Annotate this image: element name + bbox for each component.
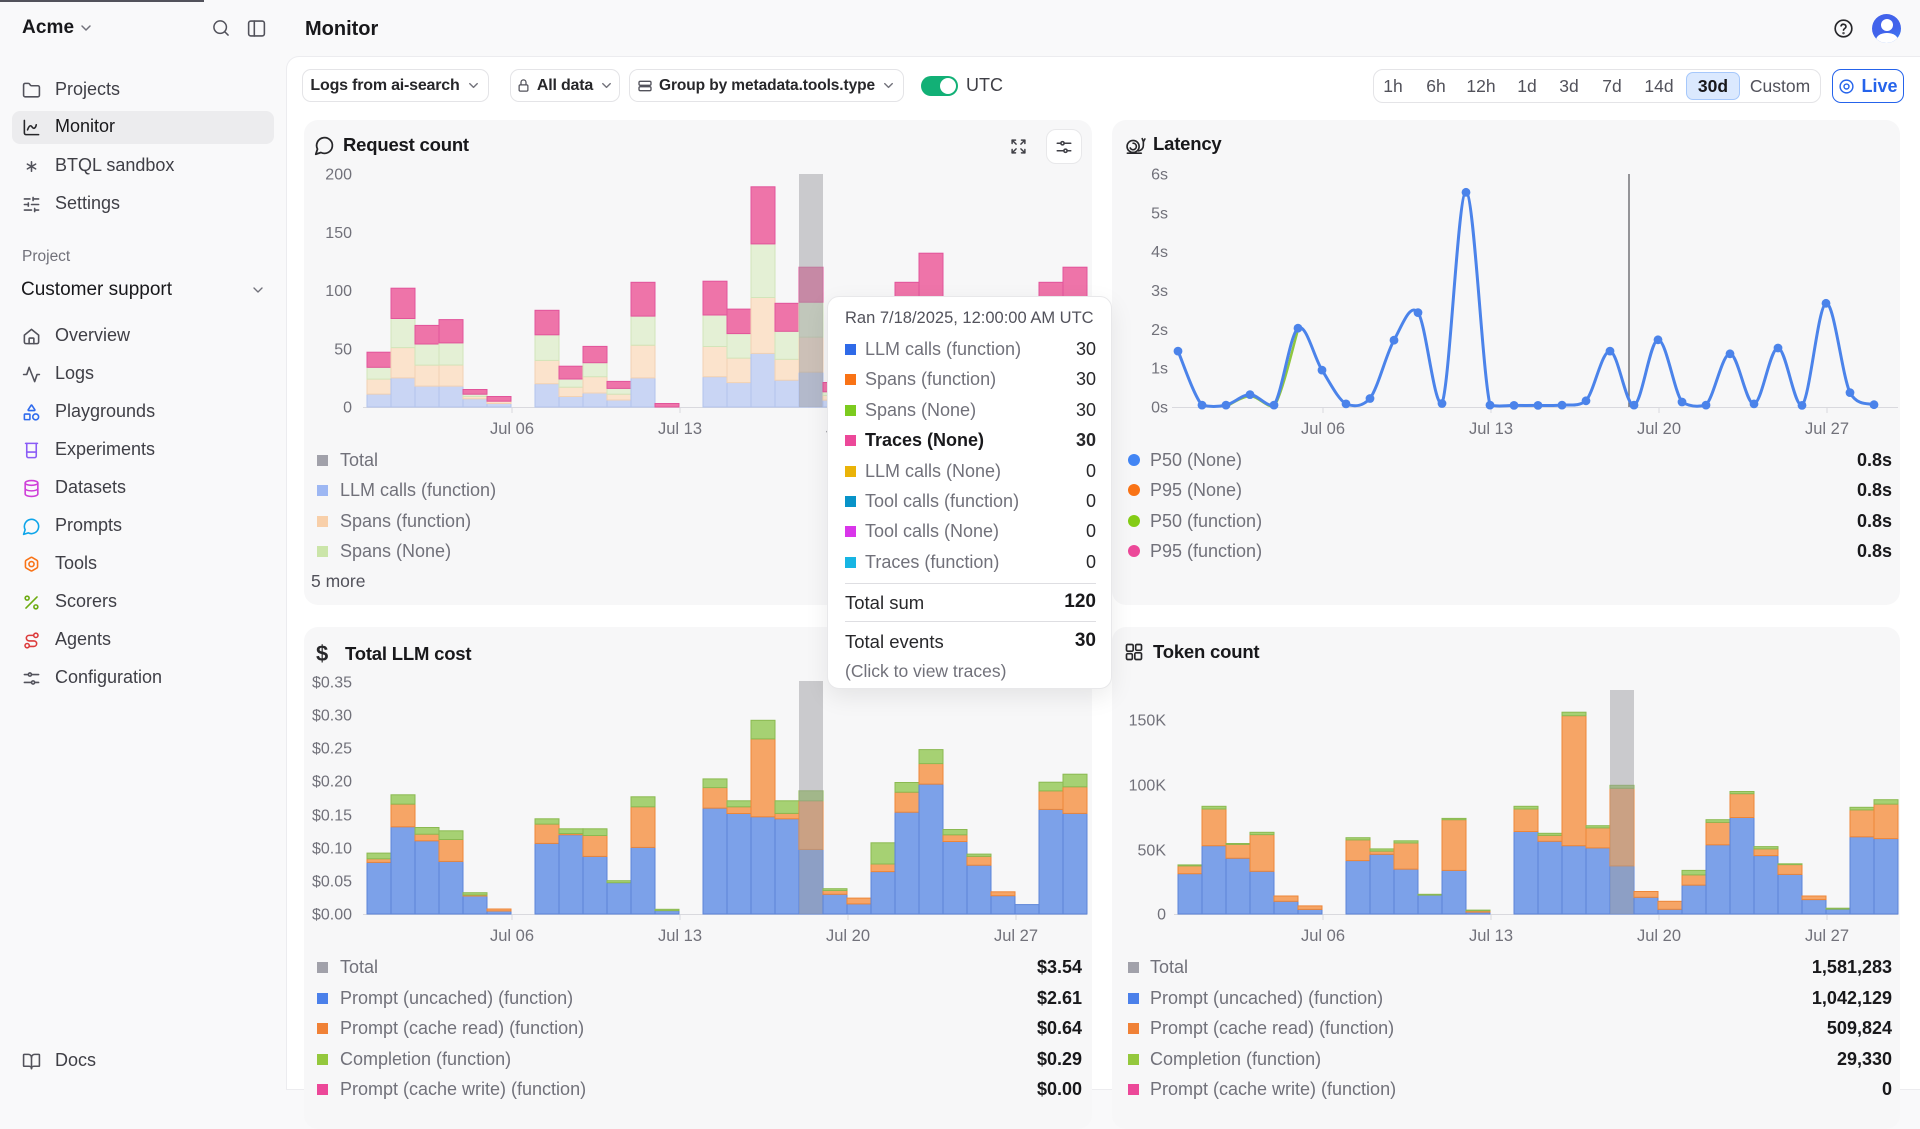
svg-text:$0.05: $0.05 — [312, 874, 352, 891]
svg-text:$0.35: $0.35 — [312, 675, 352, 692]
svg-text:100: 100 — [325, 283, 352, 300]
svg-text:Jul 20: Jul 20 — [826, 927, 870, 945]
svg-text:Jul 06: Jul 06 — [490, 420, 534, 438]
svg-text:100K: 100K — [1129, 778, 1167, 795]
svg-text:Jul 20: Jul 20 — [1637, 420, 1681, 438]
svg-text:Jul 13: Jul 13 — [658, 927, 702, 945]
svg-text:$0.00: $0.00 — [312, 907, 352, 924]
svg-text:50: 50 — [334, 341, 352, 358]
svg-text:3s: 3s — [1151, 283, 1168, 300]
svg-text:$0.30: $0.30 — [312, 708, 352, 725]
svg-text:Jul 13: Jul 13 — [1469, 420, 1513, 438]
svg-text:Jul 13: Jul 13 — [658, 420, 702, 438]
svg-text:5s: 5s — [1151, 205, 1168, 222]
svg-text:6s: 6s — [1151, 167, 1168, 184]
svg-text:Jul 27: Jul 27 — [1805, 420, 1849, 438]
svg-text:2s: 2s — [1151, 322, 1168, 339]
svg-text:Jul 06: Jul 06 — [490, 927, 534, 945]
svg-text:150: 150 — [325, 225, 352, 242]
svg-text:Jul 27: Jul 27 — [994, 927, 1038, 945]
svg-text:0: 0 — [1157, 907, 1166, 924]
svg-text:Jul 27: Jul 27 — [1805, 927, 1849, 945]
svg-text:0s: 0s — [1151, 400, 1168, 417]
svg-text:Jul 13: Jul 13 — [1469, 927, 1513, 945]
svg-text:$0.25: $0.25 — [312, 741, 352, 758]
svg-text:Jul 06: Jul 06 — [1301, 420, 1345, 438]
svg-text:$0.20: $0.20 — [312, 774, 352, 791]
svg-text:200: 200 — [325, 167, 352, 184]
svg-text:Jul 20: Jul 20 — [1637, 927, 1681, 945]
svg-text:$0.10: $0.10 — [312, 841, 352, 858]
svg-text:1s: 1s — [1151, 361, 1168, 378]
svg-text:4s: 4s — [1151, 244, 1168, 261]
svg-text:50K: 50K — [1138, 843, 1167, 860]
svg-text:0: 0 — [343, 400, 352, 417]
svg-text:$0.15: $0.15 — [312, 808, 352, 825]
svg-text:150K: 150K — [1129, 713, 1167, 730]
svg-text:Jul 06: Jul 06 — [1301, 927, 1345, 945]
